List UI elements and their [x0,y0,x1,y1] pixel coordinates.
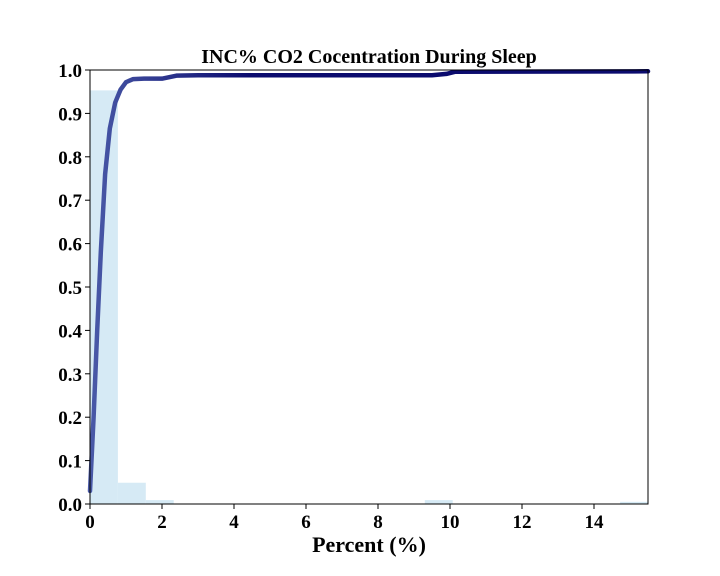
y-tick-label: 0.9 [58,104,82,125]
histogram-bar [145,500,174,504]
y-tick-label: 0.4 [58,321,82,342]
x-tick-label: 10 [441,512,460,533]
histogram-bar [117,482,146,504]
y-tick-label: 1.0 [58,61,82,82]
y-tick-label: 0.3 [58,365,82,386]
histogram-bar [424,500,453,504]
y-tick-label: 0.5 [58,278,82,299]
x-axis-ticks: 0 2 4 6 8 10 12 14 [85,504,604,533]
plot-frame [89,69,649,505]
x-tick-label: 4 [229,512,239,533]
cumulative-line [87,69,651,494]
y-tick-label: 0.6 [58,235,82,256]
y-tick-label: 0.1 [58,452,82,473]
cumulative-line-layer [87,69,651,494]
y-tick-label: 0.8 [58,148,82,169]
chart-title: INC% CO2 Cocentration During Sleep [201,46,537,68]
x-tick-label: 12 [513,512,532,533]
histogram-bar [620,501,648,504]
x-tick-label: 0 [85,512,95,533]
y-tick-label: 0.0 [58,495,82,516]
histogram-bars [90,90,648,504]
x-tick-label: 8 [373,512,383,533]
y-axis-ticks: 0.0 0.1 0.2 0.3 0.4 0.5 0.6 0.7 0.8 0.9 1.0 [58,61,90,516]
x-tick-label: 14 [585,512,605,533]
x-tick-label: 2 [157,512,167,533]
y-tick-label: 0.2 [58,408,82,429]
y-tick-label: 0.7 [58,191,82,212]
x-axis-label: Percent (%) [312,532,426,557]
x-tick-label: 6 [301,512,311,533]
